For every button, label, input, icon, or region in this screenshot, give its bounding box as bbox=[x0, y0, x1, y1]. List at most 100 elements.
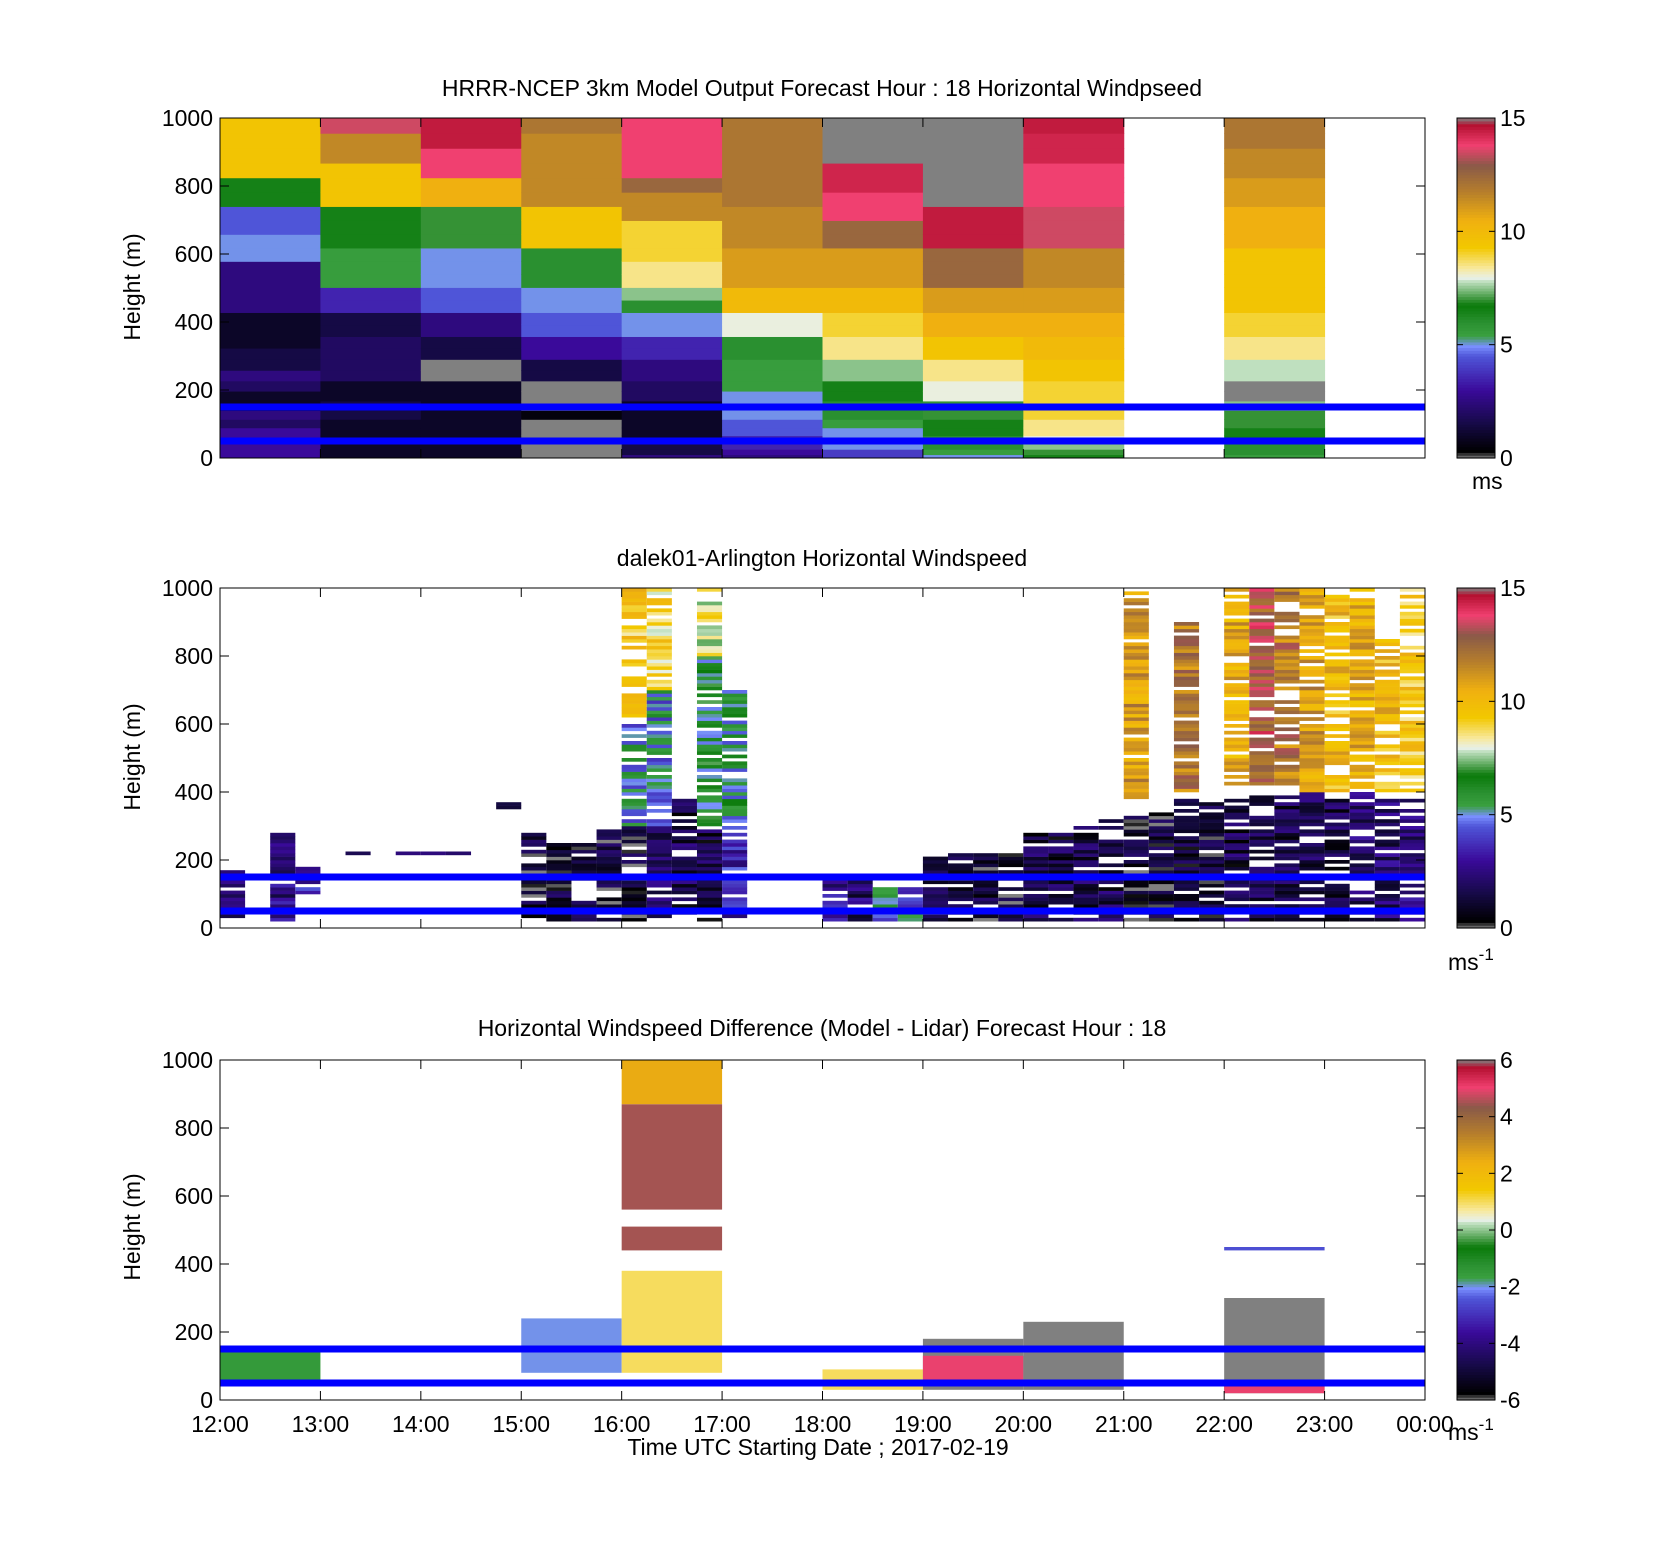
x-tick-label: 00:00 bbox=[1396, 1411, 1454, 1437]
panel1-colorbar-segment bbox=[1457, 120, 1495, 125]
panel2-data-cell bbox=[1274, 863, 1300, 868]
panel2-data-cell bbox=[1274, 778, 1300, 783]
panel2-data-cell bbox=[270, 832, 296, 837]
panel3-ytick-label: 1000 bbox=[162, 1047, 213, 1073]
panel2-data-cell bbox=[621, 676, 647, 681]
panel2-data-cell bbox=[1123, 771, 1149, 776]
panel2-colorbar-segment bbox=[1457, 862, 1495, 867]
panel2-data-cell bbox=[1173, 917, 1200, 922]
panel2-data-cell bbox=[1123, 625, 1149, 630]
panel2-data-cell bbox=[1399, 781, 1425, 786]
panel2-data-cell bbox=[1224, 618, 1250, 623]
panel2-data-cell bbox=[1374, 819, 1400, 823]
panel2-colorbar-segment bbox=[1457, 690, 1495, 694]
panel3-colorbar-segment bbox=[1457, 1320, 1495, 1325]
panel2-data-cell bbox=[1224, 642, 1250, 647]
panel2-data-cell bbox=[1274, 829, 1300, 834]
panel2-data-cell bbox=[948, 856, 974, 861]
panel2-data-cell bbox=[1299, 822, 1325, 827]
panel2-data-cell bbox=[1399, 860, 1425, 864]
panel2-colorbar-segment bbox=[1457, 817, 1495, 821]
panel2-data-cell bbox=[847, 894, 873, 898]
panel1-data-cell bbox=[922, 206, 1024, 221]
panel1-data-cell bbox=[521, 274, 623, 288]
panel2-colorbar-segment bbox=[1457, 783, 1495, 787]
panel2-data-cell bbox=[621, 819, 647, 823]
panel2-data-cell bbox=[621, 917, 647, 922]
panel2-colorbar-segment bbox=[1457, 707, 1495, 711]
panel2-data-cell bbox=[1199, 860, 1225, 864]
panel1-data-cell bbox=[722, 300, 823, 313]
panel2-data-cell bbox=[1123, 720, 1149, 725]
panel1-data-cell bbox=[722, 419, 823, 429]
panel1-data-cell bbox=[722, 442, 823, 450]
panel2-data-cell bbox=[646, 870, 672, 874]
panel2-data-cell bbox=[897, 914, 923, 919]
panel2-data-cell bbox=[1173, 900, 1200, 905]
panel1-data-cell bbox=[521, 427, 623, 437]
panel2-data-cell bbox=[270, 836, 296, 840]
panel2-data-cell bbox=[1123, 656, 1149, 660]
panel2-data-cell bbox=[1073, 856, 1099, 861]
panel2-colorbar-segment bbox=[1457, 811, 1495, 816]
panel2-data-cell bbox=[722, 805, 748, 810]
panel2-data-cell bbox=[1299, 832, 1325, 837]
panel1-data-cell bbox=[822, 234, 924, 249]
panel1-data-cell bbox=[420, 206, 522, 221]
panel2-data-cell bbox=[1123, 642, 1149, 647]
panel2-data-cell bbox=[1123, 788, 1149, 793]
panel3-colorbar-segment bbox=[1457, 1247, 1495, 1251]
panel2-data-cell bbox=[696, 836, 723, 840]
panel2-data-cell bbox=[1299, 819, 1325, 823]
panel2-colorbar-segment bbox=[1457, 916, 1495, 921]
panel2-data-cell bbox=[1173, 904, 1200, 908]
panel2-data-cell bbox=[1249, 683, 1275, 687]
panel2-data-cell bbox=[922, 866, 949, 871]
panel2-data-cell bbox=[1274, 594, 1300, 599]
panel2-data-cell bbox=[270, 853, 296, 857]
panel2-data-cell bbox=[621, 839, 647, 844]
panel2-data-cell bbox=[696, 724, 723, 728]
panel3-colorbar-segment bbox=[1457, 1153, 1495, 1157]
panel2-data-cell bbox=[270, 890, 296, 895]
panel2-data-cell bbox=[973, 880, 999, 885]
panel2-data-cell bbox=[1299, 737, 1325, 742]
panel2-data-cell bbox=[621, 860, 647, 864]
panel2-data-cell bbox=[1173, 887, 1200, 891]
panel2-data-cell bbox=[1324, 917, 1350, 922]
panel2-data-cell bbox=[1249, 608, 1275, 613]
panel1-colorbar-segment bbox=[1457, 299, 1495, 303]
panel2-data-cell bbox=[596, 887, 622, 891]
panel2-data-cell bbox=[1098, 819, 1124, 823]
panel2-data-cell bbox=[722, 866, 748, 871]
panel2-colorbar-segment bbox=[1457, 902, 1495, 906]
panel2-data-cell bbox=[696, 611, 723, 616]
panel1-colorbar-segment bbox=[1457, 390, 1495, 394]
panel2-data-cell bbox=[621, 826, 647, 830]
panel1-data-cell bbox=[220, 359, 321, 371]
panel1-colorbar-segment bbox=[1457, 214, 1495, 218]
panel2-data-cell bbox=[1274, 822, 1300, 827]
panel2-colorbar-segment bbox=[1457, 760, 1495, 765]
panel1-colorbar-segment bbox=[1457, 194, 1495, 198]
panel2-data-cell bbox=[1224, 880, 1250, 885]
panel2-data-cell bbox=[1023, 917, 1049, 922]
panel2-colorbar-segment bbox=[1457, 865, 1495, 870]
panel2-data-cell bbox=[345, 851, 371, 856]
panel2-data-cell bbox=[1374, 853, 1400, 857]
panel2-data-cell bbox=[1249, 829, 1275, 834]
panel2-data-cell bbox=[1374, 744, 1400, 749]
panel2-data-cell bbox=[1399, 622, 1425, 626]
panel2-data-cell bbox=[1148, 914, 1174, 919]
panel2-data-cell bbox=[1299, 843, 1325, 847]
panel2-data-cell bbox=[270, 914, 296, 919]
panel2-colorbar-segment bbox=[1457, 857, 1495, 861]
panel2-data-cell bbox=[1274, 802, 1300, 806]
panel2-data-cell bbox=[671, 809, 697, 813]
panel2-data-cell bbox=[621, 900, 647, 905]
panel2-data-cell bbox=[1324, 747, 1350, 752]
panel2-colorbar-segment bbox=[1457, 845, 1495, 850]
panel2-data-cell bbox=[1324, 659, 1350, 664]
panel2-data-cell bbox=[1299, 622, 1325, 626]
panel2-data-cell bbox=[1299, 724, 1325, 728]
